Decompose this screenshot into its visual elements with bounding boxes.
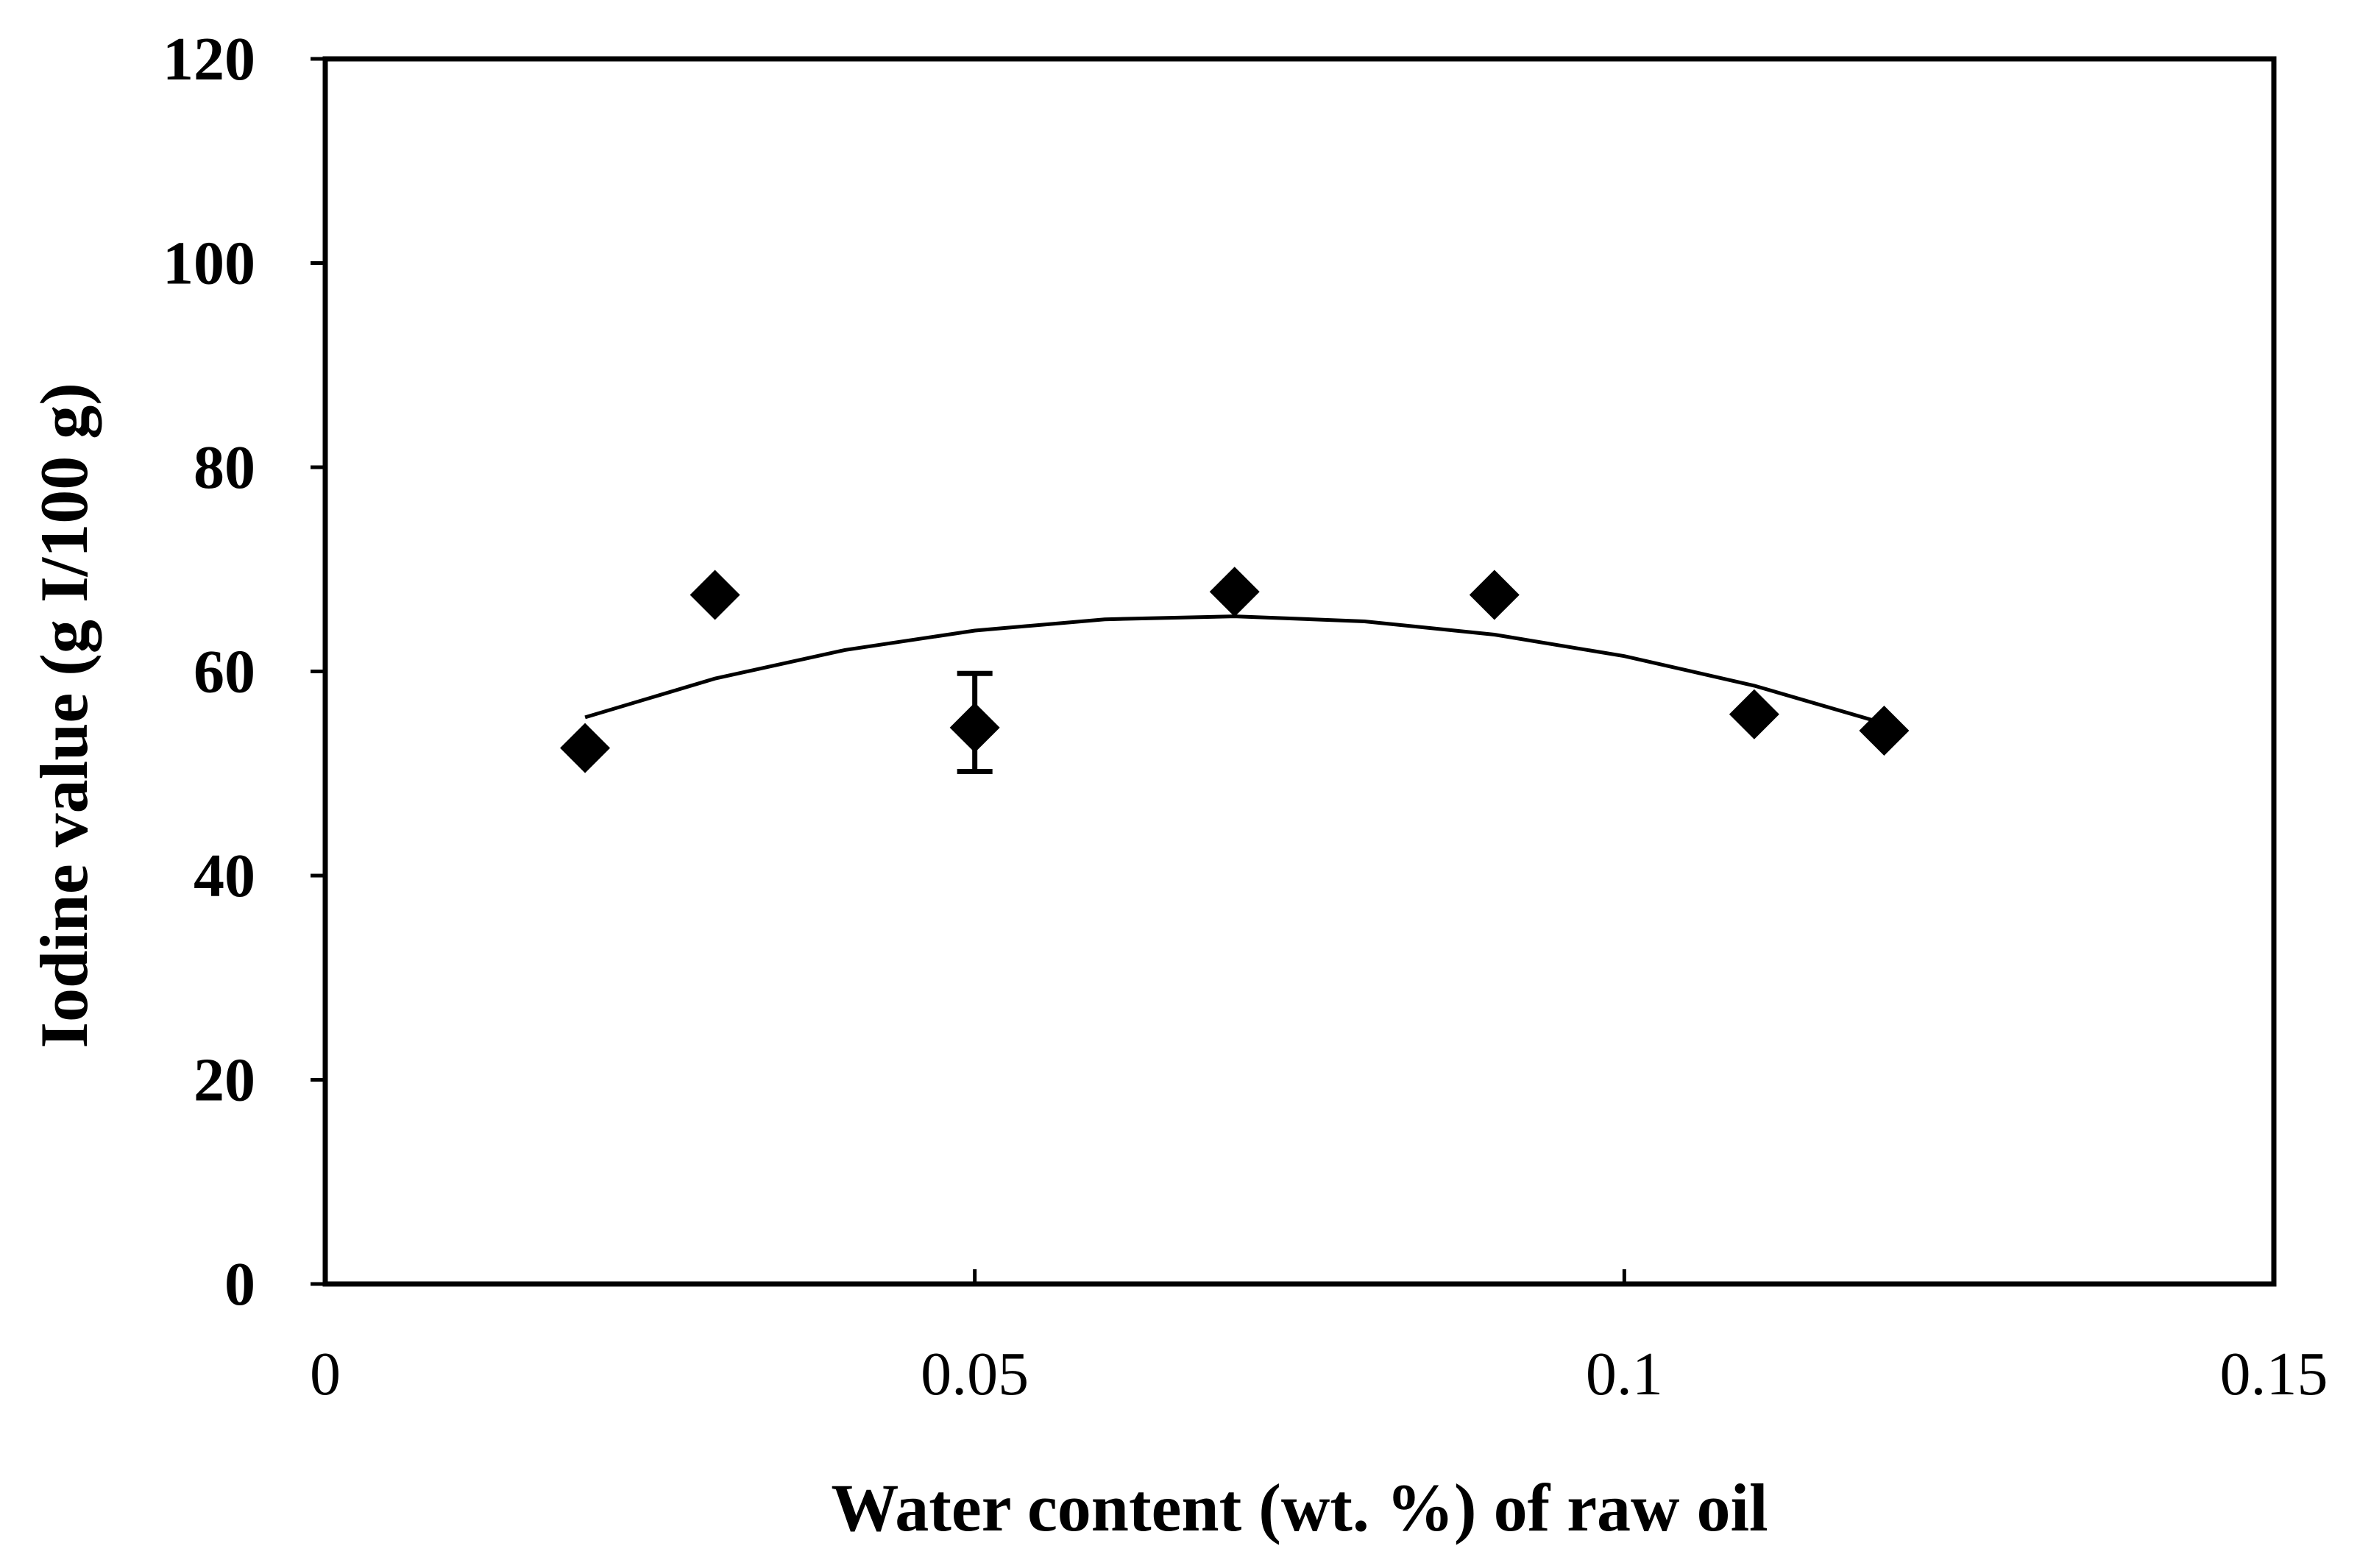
data-point <box>690 570 740 620</box>
y-axis-title: Iodine value (g I/100 g) <box>26 383 102 1049</box>
y-tick-label: 60 <box>194 638 255 706</box>
data-point <box>1469 570 1520 620</box>
y-tick-label: 80 <box>194 433 255 502</box>
x-tick-label: 0 <box>310 1340 341 1408</box>
x-axis-title: Water content (wt. %) of raw oil <box>831 1470 1768 1545</box>
y-tick-label: 20 <box>194 1046 255 1115</box>
data-point <box>1729 689 1779 739</box>
y-tick-label: 0 <box>224 1250 255 1319</box>
x-tick-label: 0.15 <box>2220 1340 2328 1408</box>
data-point <box>1209 567 1260 617</box>
y-axis: 0 20 40 60 80 100 120 <box>163 25 325 1319</box>
data-point <box>1859 705 1910 756</box>
y-tick-label: 120 <box>163 25 255 93</box>
data-points <box>560 567 1910 773</box>
x-axis: 0 0.05 0.1 0.15 <box>310 1269 2328 1408</box>
data-point <box>949 702 1000 753</box>
y-tick-label: 100 <box>163 230 255 298</box>
x-tick-label: 0.1 <box>1586 1340 1663 1408</box>
y-tick-label: 40 <box>194 842 255 910</box>
x-tick-label: 0.05 <box>921 1340 1029 1408</box>
data-point <box>560 723 611 773</box>
